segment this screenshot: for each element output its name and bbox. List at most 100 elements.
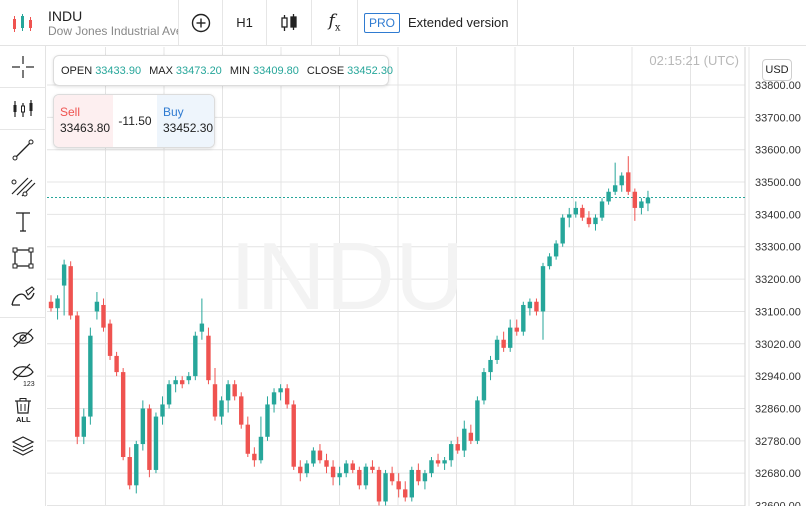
candle-body — [225, 384, 231, 401]
candle-body — [232, 384, 237, 397]
hide-indicators-tool[interactable]: 123 — [0, 356, 46, 392]
chart-type-button[interactable] — [267, 0, 312, 45]
y-tick-label: 33300.00 — [755, 242, 801, 254]
timeframe-button[interactable]: H1 — [223, 0, 267, 45]
y-tick-label: 33700.00 — [755, 112, 801, 124]
trend-line-tool[interactable] — [0, 132, 46, 168]
candle-body — [265, 404, 270, 437]
candle-body — [389, 473, 395, 482]
candle-body — [193, 335, 198, 377]
trash-all-icon: ALL — [15, 398, 31, 423]
candle-body — [245, 424, 250, 454]
y-tick-label: 33200.00 — [755, 274, 801, 286]
candle-body — [114, 355, 119, 373]
indicators-button[interactable]: fx — [312, 0, 358, 45]
candle-body — [567, 214, 572, 218]
candle-body — [626, 172, 631, 192]
candle-body — [48, 301, 54, 309]
y-tick-label: 32860.00 — [755, 403, 801, 415]
min-label: MIN — [229, 64, 250, 77]
crosshair-tool[interactable] — [0, 46, 46, 88]
candle-body — [357, 469, 362, 486]
candle-body — [501, 339, 506, 348]
candle-body — [160, 404, 165, 417]
y-tick-label: 33100.00 — [755, 306, 801, 318]
candle-body — [61, 264, 67, 286]
candle-body — [337, 473, 342, 478]
candle-body — [409, 469, 414, 498]
currency-button[interactable]: USD — [762, 59, 792, 81]
candle-body — [639, 201, 644, 208]
candle-body — [120, 372, 126, 458]
candle-body — [462, 428, 467, 451]
candle-body — [147, 408, 152, 470]
candle-body — [219, 400, 224, 417]
candle-body — [153, 416, 159, 470]
candle-body — [580, 207, 585, 218]
symbol-selector[interactable]: INDU Dow Jones Industrial Average — [46, 0, 179, 45]
candle-body — [416, 469, 421, 482]
top-toolbar: INDU Dow Jones Industrial Average H1 fx … — [0, 0, 806, 46]
sell-button[interactable]: Sell 33463.80 — [54, 95, 113, 147]
delete-all-tool[interactable]: ALL — [0, 392, 46, 428]
add-comparison-button[interactable] — [179, 0, 223, 45]
line-icon — [12, 139, 34, 161]
candle-body — [239, 396, 244, 425]
candle-body — [429, 460, 434, 474]
function-icon: fx — [328, 11, 341, 34]
candle-body — [422, 473, 428, 482]
candle-body — [81, 416, 86, 437]
layers-tool[interactable] — [0, 428, 46, 464]
eye-off-123-icon: 123 — [12, 363, 35, 387]
plus-circle-icon — [191, 13, 210, 32]
symbol-watermark: INDU — [230, 223, 465, 330]
hide-drawings-tool[interactable] — [0, 320, 46, 356]
candle-body — [173, 380, 178, 385]
buy-button[interactable]: Buy 33452.30 — [157, 95, 214, 147]
eye-off-icon — [12, 328, 34, 348]
pro-badge: PRO — [364, 12, 401, 33]
candle-body — [455, 444, 460, 451]
extended-version-button[interactable]: PRO Extended version — [358, 0, 518, 45]
candle-body — [271, 392, 277, 405]
candle-body — [521, 304, 526, 332]
shape-tool[interactable] — [0, 240, 46, 276]
candle-body — [311, 450, 316, 464]
candle-body — [166, 384, 172, 405]
candle-body — [258, 436, 264, 461]
fibonacci-tool[interactable] — [0, 168, 46, 204]
candle-body — [186, 376, 191, 381]
fib-icon — [11, 177, 36, 197]
candle-body — [593, 217, 598, 225]
candle-body — [514, 327, 519, 332]
candle-body — [435, 460, 441, 464]
y-tick-label: 33800.00 — [755, 80, 801, 92]
candle-body — [344, 463, 349, 474]
currency-label: USD — [765, 64, 789, 76]
rectangle-icon — [12, 247, 34, 269]
server-clock: 02:15:21 (UTC) — [649, 53, 739, 68]
price-chart[interactable]: INDU 02:15:21 (UTC) 33800.00 33700.00 3360… — [47, 47, 806, 506]
candle-body — [278, 388, 283, 393]
indicators-tool[interactable] — [0, 88, 46, 130]
candle-body — [350, 463, 355, 470]
max-label: MAX — [149, 64, 173, 77]
y-axis-ticks: 33800.00 33700.00 33600.00 33500.00 33400.00… — [755, 80, 801, 506]
spread-value: -11.50 — [118, 114, 152, 128]
buy-label: Buy — [163, 105, 184, 119]
delete-all-label: ALL — [16, 415, 31, 423]
candle-body — [481, 372, 487, 401]
candles-icon — [281, 13, 297, 31]
candle-body — [632, 191, 638, 208]
candle-body — [494, 339, 500, 360]
close-label: CLOSE — [306, 64, 345, 77]
text-tool[interactable] — [0, 204, 46, 240]
candle-body — [442, 460, 447, 464]
candle-body — [553, 243, 559, 257]
candle-body — [140, 408, 146, 445]
candle-body — [645, 197, 651, 204]
candle-body — [107, 323, 113, 356]
brush-tool[interactable] — [0, 276, 46, 318]
candle-body — [127, 457, 132, 486]
y-tick-label: 32780.00 — [755, 436, 801, 448]
